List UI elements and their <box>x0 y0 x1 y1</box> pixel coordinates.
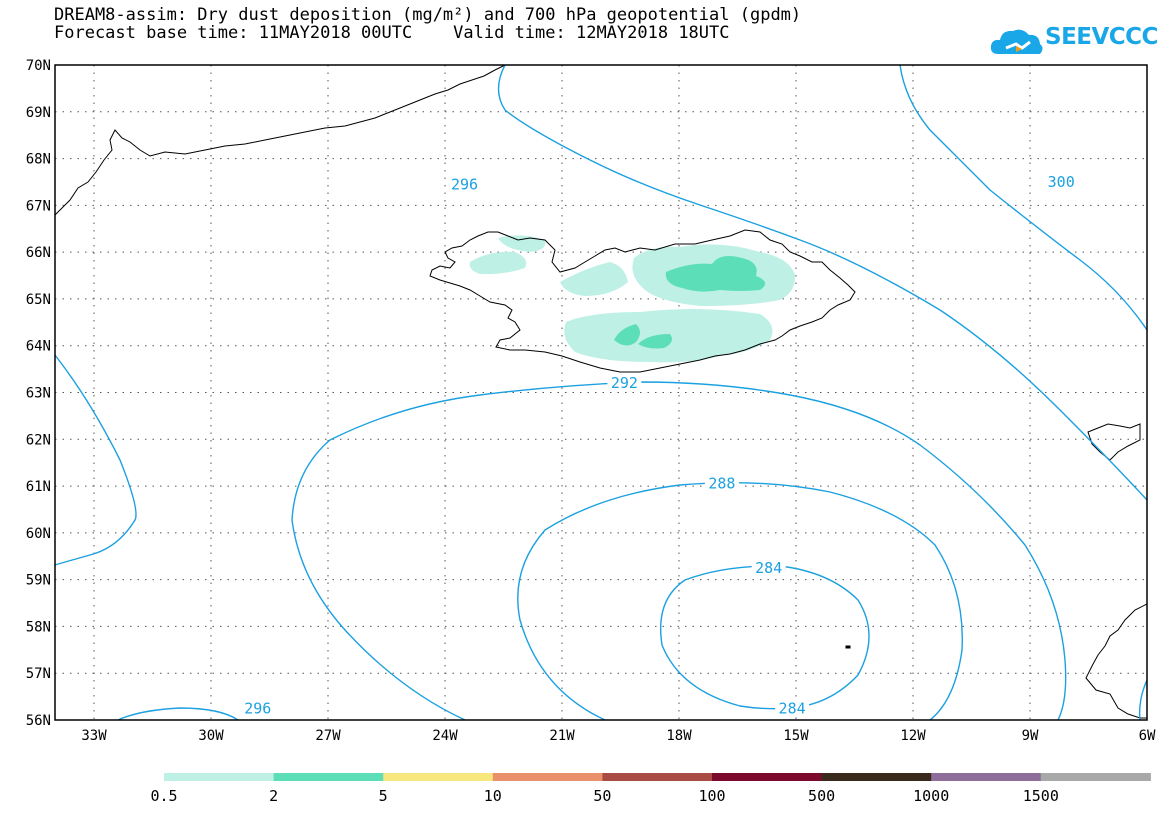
contour-label-backdrop <box>0 554 10 571</box>
rockall-islet <box>845 645 851 649</box>
latitude-label: 62N <box>26 432 51 448</box>
contour-label-backdrop <box>775 699 810 717</box>
contour-292-west <box>55 354 137 566</box>
contour-label: 284 <box>755 559 782 577</box>
contour-label: 288 <box>708 475 735 493</box>
logo-text: SEEVCCC <box>1045 24 1158 50</box>
longitude-label: 6W <box>1139 728 1156 744</box>
contour-label-backdrop <box>240 699 275 717</box>
contour-284 <box>660 565 870 710</box>
latitude-label: 63N <box>26 386 51 402</box>
dust-area-light-north <box>498 235 546 252</box>
faroe-islands-coastline <box>1087 423 1141 461</box>
latitude-label: 70N <box>26 58 51 74</box>
map-frame <box>54 64 1148 721</box>
contour-label: 296 <box>451 175 478 193</box>
contour-label-backdrop <box>447 175 482 193</box>
greenland-coastline <box>55 65 506 216</box>
longitude-labels: 33W 30W 27W 24W 21W 18W 15W 12W 9W 6W <box>81 728 1156 744</box>
dust-area-moderate-south-b <box>638 334 672 349</box>
contour-label-backdrop <box>751 558 786 576</box>
contour-label-backdrop <box>1044 172 1079 190</box>
latitude-label: 67N <box>26 198 51 214</box>
contour-label: 300 <box>1048 173 1075 191</box>
map-title: DREAM8-assim: Dry dust deposition (mg/m²… <box>54 5 802 25</box>
longitude-label: 24W <box>432 728 458 744</box>
dust-area-light-northwest <box>560 262 628 296</box>
latitude-label: 56N <box>26 713 51 729</box>
dust-area-moderate-south-a <box>614 324 640 346</box>
iceland-coastline <box>429 229 856 373</box>
map-subtitle: Forecast base time: 11MAY2018 00UTC Vali… <box>54 23 730 43</box>
longitude-label: 33W <box>81 728 107 744</box>
latitude-label: 61N <box>26 479 51 495</box>
latitude-labels: 70N 69N 68N 67N 66N 65N 64N 63N 62N 61N 60N 59N 58N 5… <box>26 58 51 729</box>
contour-300 <box>899 65 1147 331</box>
contour-label: 92 <box>0 554 2 572</box>
contour-label: 296 <box>244 699 271 717</box>
contour-296-north <box>497 65 1147 501</box>
longitude-label: 9W <box>1022 728 1039 744</box>
latitude-label: 59N <box>26 573 51 589</box>
latitude-label: 58N <box>26 619 51 635</box>
contour-label: 292 <box>611 374 638 392</box>
longitude-label: 15W <box>783 728 809 744</box>
longitude-label: 21W <box>549 728 575 744</box>
coastlines <box>55 65 1147 719</box>
contour-296-southeast <box>1138 679 1147 720</box>
dust-area-light-westfjords <box>469 251 527 275</box>
dust-area-moderate-east <box>665 256 766 292</box>
map-background <box>55 65 1147 720</box>
scotland-coastline <box>1085 603 1147 719</box>
longitude-label: 12W <box>900 728 926 744</box>
latitude-label: 66N <box>26 245 51 261</box>
latitude-label: 57N <box>26 666 51 682</box>
latitude-label: 64N <box>26 339 51 355</box>
contour-label: 284 <box>779 699 806 717</box>
latitude-label: 69N <box>26 105 51 121</box>
dust-deposition-areas <box>469 235 796 363</box>
contour-labels: 296 300 292 288 284 284 296 92 <box>0 172 1079 717</box>
contour-label-backdrop <box>607 374 642 392</box>
longitude-label: 27W <box>315 728 341 744</box>
latitude-label: 60N <box>26 526 51 542</box>
longitude-label: 18W <box>666 728 692 744</box>
contour-296-southwest <box>117 707 239 720</box>
longitude-label: 30W <box>198 728 224 744</box>
latitude-label: 68N <box>26 152 51 168</box>
cloud-logo-icon <box>990 29 1043 54</box>
contour-label-backdrop <box>704 474 739 492</box>
latitude-label: 65N <box>26 292 51 308</box>
